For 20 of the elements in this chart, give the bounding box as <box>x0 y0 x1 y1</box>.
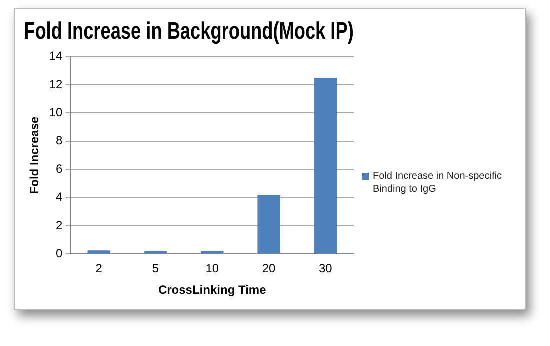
chart-title: Fold Increase in Background(Mock IP) <box>24 18 354 45</box>
x-tick-label: 5 <box>152 262 160 276</box>
y-tick-label: 12 <box>49 77 64 92</box>
legend-label: Fold Increase in Non-specific Binding to IgG <box>373 170 503 196</box>
bar <box>88 250 110 254</box>
y-tick-label: 10 <box>49 106 64 120</box>
y-tick-label: 6 <box>56 162 64 176</box>
x-tick-label: 10 <box>206 262 220 276</box>
y-axis-title: Fold Increase <box>28 116 42 194</box>
bar <box>258 194 280 254</box>
x-tick-label: 30 <box>318 262 333 276</box>
y-tick-label: 2 <box>56 218 64 232</box>
y-tick-label: 0 <box>56 246 64 261</box>
x-tick-label: 2 <box>96 262 103 276</box>
y-tick-label: 8 <box>56 134 64 148</box>
bar <box>314 78 338 254</box>
x-axis-title: CrossLinking Time <box>158 283 267 298</box>
y-tick-label: 4 <box>56 190 64 204</box>
x-tick-label: 20 <box>262 262 276 276</box>
y-tick-label: 14 <box>49 49 64 64</box>
